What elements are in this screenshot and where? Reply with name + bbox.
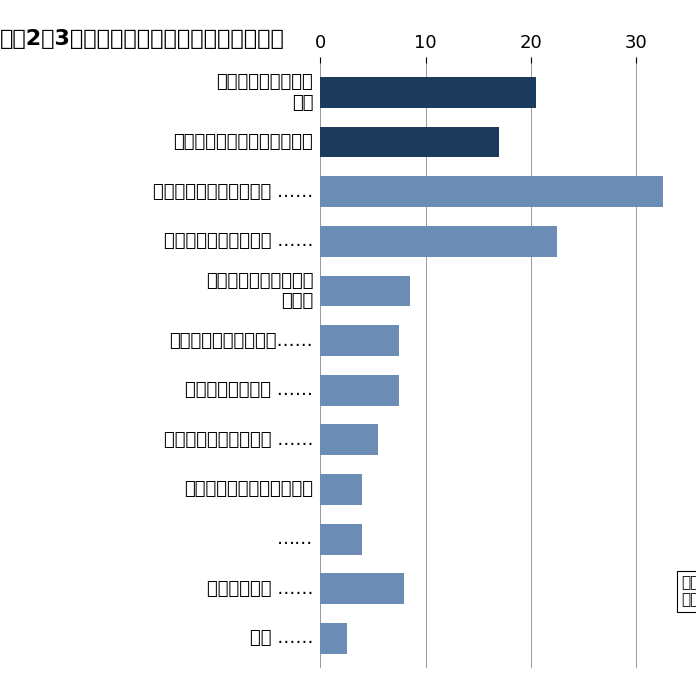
Text: ……: …… (277, 530, 313, 548)
Bar (320, 523, 363, 555)
Text: ない ……: ない …… (250, 629, 313, 647)
Bar (320, 276, 410, 306)
Text: 事者から説明を受けた ……: 事者から説明を受けた …… (164, 431, 313, 449)
Text: カンファレンスなどで
受けた: カンファレンスなどで 受けた (206, 271, 313, 310)
Text: ともいえない ……: ともいえない …… (207, 580, 313, 598)
Bar (320, 574, 404, 604)
Text: （みずほ情報総研
資料を基に作成: （みずほ情報総研 資料を基に作成 (681, 575, 696, 608)
Bar (320, 375, 400, 406)
Bar (320, 176, 663, 207)
Text: まったく予想していなかった: まったく予想していなかった (173, 133, 313, 151)
Text: ネジャーから説明を受けた: ネジャーから説明を受けた (184, 480, 313, 498)
Bar (320, 474, 363, 505)
Bar (320, 425, 378, 455)
Text: 心身状態を見て思った ……: 心身状態を見て思った …… (164, 232, 313, 251)
Text: つけ医から説明を受けた ……: つけ医から説明を受けた …… (153, 182, 313, 200)
Text: から説明を受けた ……: から説明を受けた …… (185, 381, 313, 400)
Bar (320, 77, 536, 108)
Bar (320, 623, 347, 654)
Bar (320, 127, 499, 157)
Bar (320, 226, 557, 257)
Text: なる2～3カ月前、患者の死が近いと思ってい: なる2～3カ月前、患者の死が近いと思ってい (0, 29, 285, 49)
Bar (320, 325, 400, 356)
Text: るのはもっと先だと
いた: るのはもっと先だと いた (216, 73, 313, 112)
Text: ら病状の説明を受けた……: ら病状の説明を受けた…… (169, 331, 313, 349)
